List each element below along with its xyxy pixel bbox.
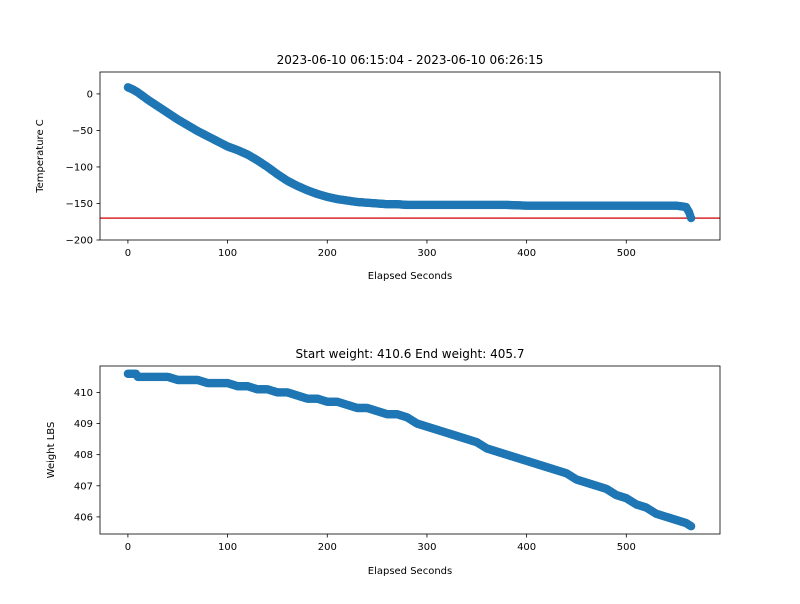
y-tick-label: −100 bbox=[66, 162, 93, 173]
axes-frame bbox=[99, 71, 721, 241]
x-tick-label: 500 bbox=[617, 248, 636, 259]
data-points bbox=[123, 369, 696, 531]
axes-frame bbox=[99, 365, 721, 535]
data-point bbox=[686, 522, 696, 531]
temperature-chart: 2023-06-10 06:15:04 - 2023-06-10 06:26:1… bbox=[35, 53, 721, 282]
x-tick-label: 300 bbox=[417, 248, 436, 259]
x-tick-label: 300 bbox=[417, 542, 436, 553]
x-tick-label: 100 bbox=[218, 248, 237, 259]
y-tick-label: −150 bbox=[66, 199, 93, 210]
chart-title: Start weight: 410.6 End weight: 405.7 bbox=[296, 347, 525, 361]
x-axis-label: Elapsed Seconds bbox=[368, 566, 452, 577]
data-points bbox=[123, 83, 696, 223]
y-tick-label: 407 bbox=[74, 481, 93, 492]
y-tick-label: −200 bbox=[66, 236, 93, 247]
x-axis-label: Elapsed Seconds bbox=[368, 271, 452, 282]
y-tick-label: 409 bbox=[74, 419, 93, 430]
x-tick-label: 400 bbox=[517, 248, 536, 259]
x-tick-label: 200 bbox=[318, 542, 337, 553]
y-tick-label: 406 bbox=[74, 512, 93, 523]
x-tick-label: 100 bbox=[218, 542, 237, 553]
x-tick-label: 500 bbox=[617, 542, 636, 553]
x-tick-label: 0 bbox=[125, 542, 131, 553]
y-axis-label: Weight LBS bbox=[46, 422, 57, 479]
y-tick-label: 0 bbox=[87, 89, 93, 100]
y-tick-label: 410 bbox=[74, 388, 93, 399]
x-tick-label: 200 bbox=[318, 248, 337, 259]
y-axis-label: Temperature C bbox=[35, 119, 46, 194]
y-tick-label: −50 bbox=[72, 126, 93, 137]
plot-area: 0 100 200 300 400 500 0 −50 −100 −150 −200 bbox=[66, 71, 721, 259]
plot-area: 0 100 200 300 400 500 406 407 408 409 410 bbox=[74, 365, 721, 553]
weight-chart: Start weight: 410.6 End weight: 405.7 0 1… bbox=[46, 347, 721, 577]
x-tick-label: 0 bbox=[125, 248, 131, 259]
y-tick-label: 408 bbox=[74, 450, 93, 461]
data-point bbox=[686, 213, 696, 223]
x-tick-label: 400 bbox=[517, 542, 536, 553]
chart-title: 2023-06-10 06:15:04 - 2023-06-10 06:26:1… bbox=[277, 53, 544, 67]
